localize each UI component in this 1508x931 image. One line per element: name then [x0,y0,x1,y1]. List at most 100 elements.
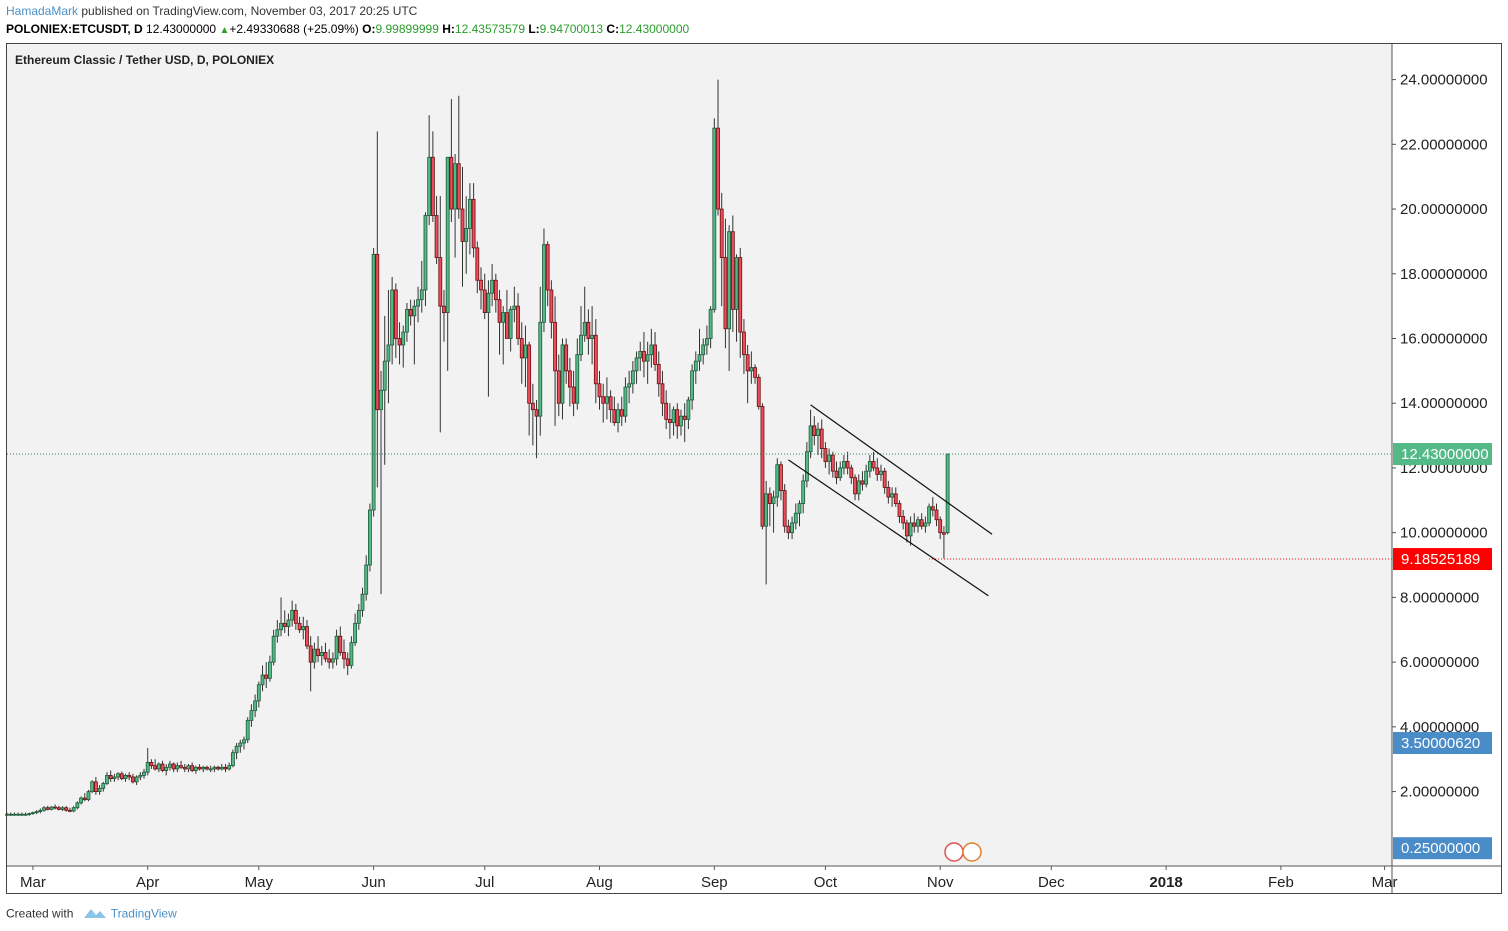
candle-body [612,409,617,424]
candle-body [867,461,872,472]
candle-body [401,331,406,346]
price-labels: 12.43000000 9.18525189 3.50000620 0.2500000… [1393,443,1492,860]
candle-body [193,766,198,771]
candle-body [638,351,643,359]
candle-body [830,454,835,472]
high-value: 12.43573579 [454,22,525,36]
candle-body [364,564,369,595]
candle-body [760,406,765,527]
chart-frame[interactable] [6,43,1502,894]
candle-body [486,292,491,314]
candle-body [330,658,335,663]
candle-body [142,771,146,776]
candle-body [834,470,839,479]
event-flag-icon[interactable] [944,842,964,862]
candle-body [501,312,506,323]
published-text: published on TradingView.com, November 0… [81,4,418,18]
candle-body [212,766,217,770]
candle-body [286,619,291,627]
price-value: 12.43000000 [146,22,217,36]
candle-body [686,399,691,420]
candle-body [8,813,13,816]
candle-body [908,522,913,537]
x-tick-label: Sep [701,874,728,891]
candle-body [838,467,843,479]
candle-body [575,354,580,404]
candle-body [505,312,509,339]
candle-body [101,783,106,789]
price-label-text: 0.25000000 [1401,840,1480,857]
candle-body [816,428,820,436]
x-tick-label: Mar [20,874,46,891]
candle-body [675,409,680,427]
candle-body [656,363,661,385]
tradingview-link[interactable]: TradingView [110,906,177,921]
candle-body [549,289,554,323]
candle-body [623,386,628,417]
candle-body [664,402,669,420]
event-flag-icon-2[interactable] [962,842,982,862]
x-tick-label: Mar [1372,874,1398,891]
candle-body [538,321,543,417]
candle-body [342,652,346,660]
candle-body [19,813,24,816]
candle-body [712,127,717,310]
candle-body [475,247,480,281]
drawings [7,404,1392,597]
candle-body [60,807,65,810]
candle-body [782,490,787,527]
candle-body [845,461,850,469]
candle-body [682,415,687,420]
candle-body [219,766,224,770]
candle-body [38,809,43,813]
candle-body [34,811,39,814]
candle-body [238,742,243,747]
candle-body [468,198,472,229]
candle-body [279,622,283,631]
candle-body [116,773,120,778]
candle-body [767,493,772,504]
candle-body [616,409,620,424]
candle-body [904,522,909,537]
candle-body [138,774,143,778]
candle-body [667,419,672,424]
price-label-box [1393,548,1492,571]
price-axis[interactable]: 24.00000000 22.00000000 20.00000000 18.0000… [1392,72,1488,801]
time-axis[interactable]: Mar Apr May Jun Jul Aug Sep Oct Nov Dec 2018 Feb Mar [20,866,1398,891]
candle-body [875,467,880,475]
candle-body [942,532,946,535]
candle-body [305,626,309,647]
candle-body [245,719,250,741]
candle-body [690,370,694,401]
candle-body [268,661,272,679]
candle-body [527,344,532,404]
candle-body [75,802,80,809]
candle-body [301,626,306,631]
plot-area[interactable] [7,44,1392,866]
high-label: H: [442,22,455,36]
candle-body [730,231,735,310]
candle-body [338,635,343,653]
candle-body [397,338,402,346]
candle-body [479,279,483,291]
candle-body [227,765,232,770]
candle-body [497,299,502,323]
candle-body [571,386,576,404]
candle-body [919,519,924,527]
close-label: C: [606,22,620,36]
candle-body [45,807,50,810]
candle-body [423,215,428,291]
events-icon[interactable] [944,842,982,862]
candle-body [679,415,683,427]
candle-body [860,480,865,485]
candle-body [567,370,572,388]
candle-body [134,776,139,783]
candle-body [282,622,287,627]
author-link[interactable]: HamadaMark [6,4,79,18]
candle-body [12,813,17,816]
candle-body [97,787,102,792]
candle-body [582,321,587,336]
candle-body [519,338,524,359]
candle-body [271,635,276,663]
